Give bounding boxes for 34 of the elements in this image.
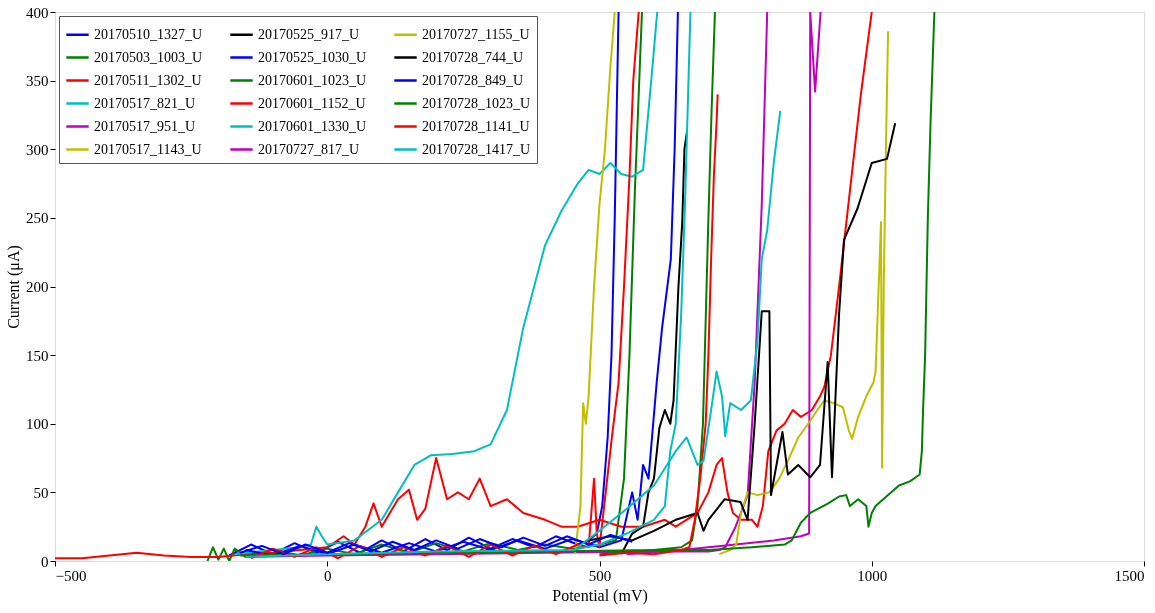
legend-label: 20170727_1155_U (422, 26, 530, 42)
x-tick-label: 1500 (1114, 567, 1145, 584)
legend-label: 20170517_951_U (94, 118, 196, 134)
legend-label: 20170601_1023_U (258, 72, 367, 88)
legend-label: 20170601_1152_U (258, 95, 366, 111)
y-tick-label: 0 (41, 553, 49, 570)
x-tick-label: 500 (588, 567, 612, 584)
legend-label: 20170510_1327_U (94, 26, 203, 42)
y-tick-label: 150 (26, 347, 49, 364)
legend-label: 20170511_1302_U (94, 72, 202, 88)
x-tick-label: 0 (324, 567, 332, 584)
legend-label: 20170517_821_U (94, 95, 196, 111)
legend-label: 20170517_1143_U (94, 141, 202, 157)
legend-label: 20170728_1023_U (422, 95, 531, 111)
y-axis-title: Current (μA) (5, 245, 23, 329)
legend-label: 20170728_1417_U (422, 141, 531, 157)
legend-label: 20170525_1030_U (258, 49, 367, 65)
legend-label: 20170503_1003_U (94, 49, 203, 65)
x-tick-label: 1000 (857, 567, 888, 584)
y-tick-label: 250 (26, 210, 49, 227)
x-tick-label: −500 (55, 567, 87, 584)
legend-label: 20170728_1141_U (422, 118, 530, 134)
legend-label: 20170728_849_U (422, 72, 524, 88)
y-tick-label: 300 (26, 141, 49, 158)
y-tick-label: 50 (33, 484, 49, 501)
legend-label: 20170727_817_U (258, 141, 360, 157)
y-tick-label: 350 (26, 73, 49, 90)
y-tick-label: 100 (26, 416, 49, 433)
legend-label: 20170525_917_U (258, 26, 360, 42)
y-tick-label: 400 (26, 4, 49, 21)
y-tick-label: 200 (26, 279, 49, 295)
x-axis-title: Potential (mV) (552, 586, 648, 605)
legend-label: 20170601_1330_U (258, 118, 367, 134)
legend-label: 20170728_744_U (422, 49, 524, 65)
